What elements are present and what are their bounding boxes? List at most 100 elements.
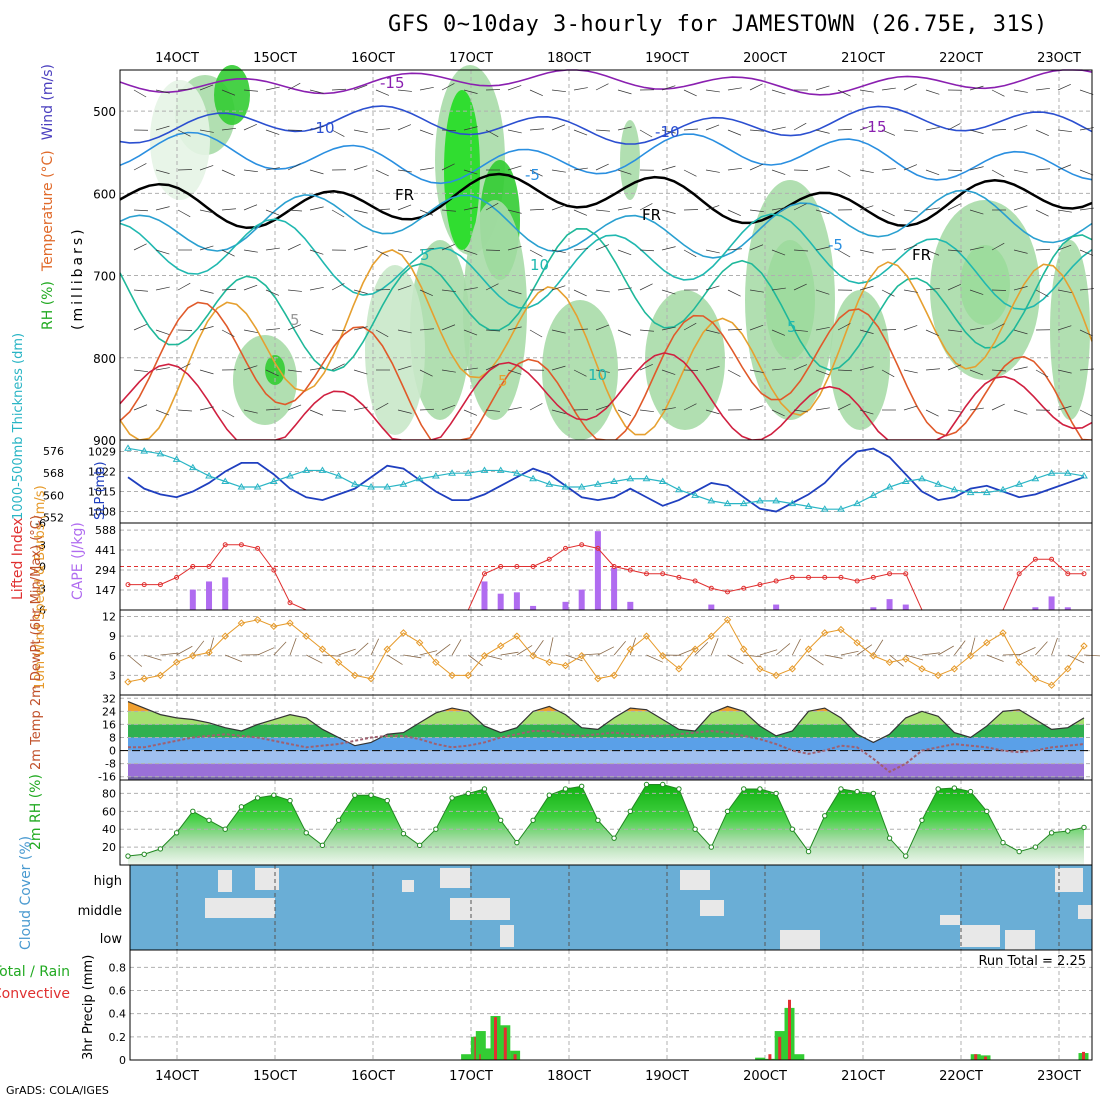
wind-barb <box>243 89 258 92</box>
rh-point <box>903 853 909 859</box>
temp-ylabel: 2m Temp 2m DewPt (6hr Min/Max) (°C) <box>29 515 44 770</box>
wind-speed-point <box>902 655 910 663</box>
wind-barb <box>1057 129 1072 133</box>
wind-barb <box>1035 641 1048 656</box>
rh-point <box>514 839 520 846</box>
thickness-point <box>415 474 424 482</box>
wind-barb <box>353 165 368 171</box>
wind-barb <box>903 164 918 171</box>
wind-barb <box>1035 289 1049 297</box>
rh-point <box>757 786 763 792</box>
wind-barb <box>133 243 147 251</box>
wind-barb <box>265 209 280 216</box>
lifted-index-point <box>903 571 909 577</box>
wind-barb <box>243 365 258 371</box>
wind-barb <box>221 288 236 291</box>
wind-barb <box>287 82 301 91</box>
rh-shade <box>365 265 425 435</box>
wind-barb <box>573 248 588 251</box>
thickness-point <box>561 483 570 490</box>
lifted-index-point <box>757 582 763 588</box>
wind-barb <box>221 127 236 131</box>
lifted-index-point <box>741 585 747 591</box>
wind-barb <box>1057 325 1072 331</box>
wind-barb <box>881 209 895 217</box>
wind-speed-point <box>740 645 748 653</box>
wind-barb <box>969 407 984 411</box>
wind-barb <box>551 169 566 173</box>
cape-tick-label: 588 <box>95 524 116 537</box>
x-tick-label-bottom: 21OCT <box>841 1069 885 1084</box>
wind-barb <box>1035 369 1049 378</box>
wind-barb <box>1057 289 1072 294</box>
wind-barb <box>573 289 587 297</box>
wind-speed-point <box>496 642 505 650</box>
wind-barb <box>243 169 258 173</box>
cape-bar <box>886 599 893 610</box>
thickness-tick-label: 576 <box>43 445 64 458</box>
wind-barb <box>1013 169 1028 174</box>
rh-point <box>368 792 374 798</box>
rh-tick-label: 40 <box>102 823 116 836</box>
wind-barb <box>683 249 697 258</box>
wind-barb <box>727 654 744 665</box>
thickness-point <box>399 480 408 487</box>
wind-barb <box>727 167 742 171</box>
wind-barb <box>1083 654 1100 657</box>
x-tick-label-top: 20OCT <box>743 51 787 66</box>
thickness-point <box>658 477 667 484</box>
wind-speed-point <box>804 645 813 653</box>
lifted-index-point <box>773 578 779 584</box>
wind-barb <box>1013 89 1028 93</box>
wind-barb <box>353 406 368 411</box>
temp-tick-label: 8 <box>109 732 116 745</box>
thickness-point <box>869 491 878 498</box>
lifted-index-ylabel: Lifted Index <box>10 518 26 600</box>
thickness-point <box>156 449 165 457</box>
cape-bar <box>1064 607 1071 610</box>
wind-barb <box>617 249 632 256</box>
wind-barb <box>573 87 588 91</box>
precip-convective-bar <box>1082 1051 1085 1060</box>
wind-barb <box>507 326 522 331</box>
wind-barb <box>903 129 918 132</box>
wind-barb <box>824 654 843 659</box>
wind-barb <box>507 406 522 411</box>
wind-barb <box>177 409 192 412</box>
x-tick-label-bottom: 16OCT <box>351 1069 395 1084</box>
wind-speed-point <box>1064 665 1072 673</box>
wind-barb <box>749 83 763 91</box>
wind-barb <box>331 88 346 91</box>
lifted-index-tick-label: -3 <box>35 539 46 552</box>
cloud-panel: high middle low Cloud Cover (%) <box>18 836 1093 951</box>
wind-barb <box>925 126 940 131</box>
rh-point <box>822 813 828 819</box>
slp-tick-label: 1022 <box>88 465 116 478</box>
wind-barb <box>265 369 279 377</box>
rh-point <box>984 808 990 815</box>
slp-tick-label: 1008 <box>88 506 116 519</box>
lifted-index-point <box>725 589 731 595</box>
temp-tick-label: -8 <box>105 758 116 771</box>
wind-barb <box>705 329 720 334</box>
wind-barb <box>617 409 631 417</box>
lifted-index-tick-label: 3 <box>39 582 46 595</box>
lifted-index-point <box>676 574 682 580</box>
wind-barb <box>1079 329 1093 337</box>
rh-shade <box>1050 240 1090 420</box>
wind-barb <box>507 85 522 91</box>
thickness-point <box>431 471 440 479</box>
thickness-point <box>966 488 975 496</box>
thickness-point <box>853 499 862 507</box>
rh-point <box>481 786 488 792</box>
wind-barb <box>375 89 390 96</box>
lifted-index-point <box>190 564 196 569</box>
rh-point <box>643 781 650 788</box>
wind-barb <box>177 363 191 371</box>
wind-barb <box>243 249 258 253</box>
temp-tick-label: -16 <box>98 771 116 784</box>
wind-barb <box>127 654 143 667</box>
wind-barb <box>925 89 940 95</box>
precip-tick-label: 0.4 <box>109 1008 127 1021</box>
